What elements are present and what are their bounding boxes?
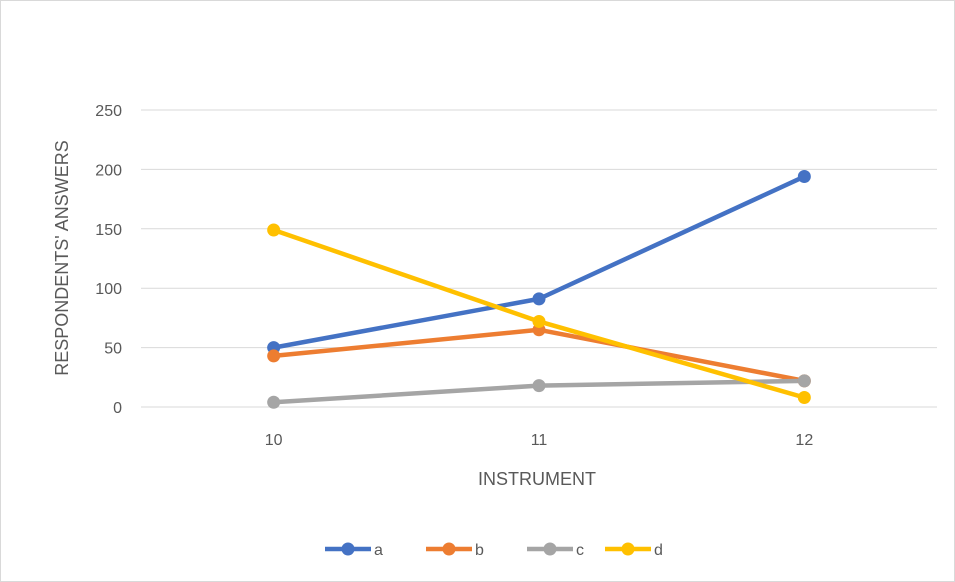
legend: a b c d <box>325 542 663 559</box>
data-point-d <box>797 390 811 404</box>
legend-marker <box>621 542 635 556</box>
y-tick-label: 100 <box>95 281 122 298</box>
data-point-a <box>532 292 546 306</box>
legend-label: b <box>475 542 484 559</box>
legend-label: a <box>374 542 383 559</box>
legend-label: d <box>654 542 663 559</box>
data-point-c <box>532 379 546 393</box>
data-point-d <box>532 314 546 328</box>
legend-marker <box>543 542 557 556</box>
series-lines <box>271 174 807 405</box>
x-tick-labels: 10 11 12 <box>265 432 814 449</box>
y-tick-label: 50 <box>104 341 122 358</box>
data-point-d <box>267 223 281 237</box>
data-point-c <box>267 395 281 409</box>
data-point-a <box>797 170 811 184</box>
gridlines <box>141 109 937 408</box>
y-tick-label: 200 <box>95 162 122 179</box>
legend-marker <box>442 542 456 556</box>
legend-item-c: c <box>527 542 584 559</box>
series-line-d <box>271 227 807 400</box>
y-tick-label: 0 <box>113 400 122 417</box>
x-axis-title: INSTRUMENT <box>478 469 596 489</box>
series-points <box>267 170 811 409</box>
data-point-b <box>267 349 281 363</box>
x-tick-label: 12 <box>795 432 813 449</box>
legend-item-d: d <box>605 542 663 559</box>
data-point-c <box>797 374 811 388</box>
legend-item-a: a <box>325 542 383 559</box>
legend-item-b: b <box>426 542 484 559</box>
legend-label: c <box>576 542 584 559</box>
y-tick-label: 250 <box>95 103 122 120</box>
x-tick-label: 10 <box>265 432 283 449</box>
x-tick-label: 11 <box>531 432 548 449</box>
y-tick-labels: 0 50 100 150 200 250 <box>95 103 122 417</box>
y-axis-title: RESPONDENTS' ANSWERS <box>52 140 72 375</box>
y-tick-label: 150 <box>95 222 122 239</box>
legend-marker <box>341 542 355 556</box>
